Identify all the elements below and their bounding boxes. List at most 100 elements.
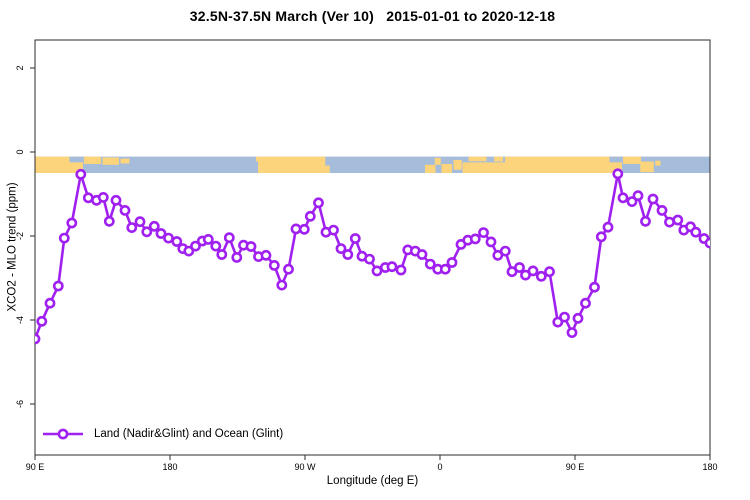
land-patch (120, 158, 130, 164)
data-point-marker (632, 190, 644, 202)
data-point-marker (446, 257, 458, 268)
data-point-marker (335, 243, 347, 254)
land-patch (255, 156, 258, 162)
y-tick-label: -6 (15, 400, 25, 408)
land-patch (258, 156, 326, 173)
ocean-notch (69, 156, 84, 163)
world-land-ocean-strip (35, 156, 710, 173)
data-point-marker (35, 333, 41, 345)
data-point-marker (520, 269, 531, 281)
data-point-marker (527, 265, 539, 277)
data-point-marker (268, 259, 280, 271)
data-point-marker (612, 168, 624, 180)
data-point-marker (328, 224, 339, 236)
data-point-marker (386, 261, 398, 273)
data-point-marker (44, 297, 56, 309)
land-patch (623, 156, 641, 164)
data-point-marker (36, 315, 48, 327)
data-point-marker (664, 216, 675, 228)
data-point-marker (202, 233, 214, 245)
axis-ticks (30, 67, 711, 460)
data-point-marker (216, 249, 228, 260)
land-patch (462, 162, 505, 173)
data-point-marker (469, 233, 481, 245)
data-point-marker (110, 194, 122, 206)
data-point-marker (617, 192, 629, 204)
data-point-marker (626, 196, 638, 207)
data-point-marker (260, 249, 272, 261)
data-point-marker (589, 281, 600, 293)
data-point-marker (245, 241, 257, 252)
plot-border (34, 39, 711, 456)
data-point-marker (535, 270, 547, 282)
data-point-marker (371, 265, 383, 277)
legend-line-marker-sample (43, 428, 83, 440)
land-patch (83, 156, 101, 164)
data-point-marker (75, 168, 87, 180)
data-point-marker (119, 204, 131, 216)
land-patch (425, 164, 436, 173)
x-tick-label: 180 (162, 462, 177, 472)
data-point-marker (52, 280, 64, 292)
data-point-marker (58, 232, 70, 244)
land-patch (434, 157, 441, 165)
data-point-marker (163, 232, 174, 244)
data-point-marker (210, 240, 222, 252)
data-point-marker (395, 264, 407, 276)
series-land-ocean (35, 168, 710, 345)
x-axis-title: Longitude (deg E) (326, 475, 419, 487)
data-point-marker (298, 223, 310, 235)
x-tick-label: 90 E (26, 462, 45, 472)
land-patch (640, 161, 654, 173)
data-point-marker (485, 236, 497, 248)
data-point-marker (134, 216, 146, 228)
data-point-marker (190, 240, 201, 252)
data-point-marker (342, 249, 354, 260)
data-point-marker (439, 263, 451, 275)
y-tick-label: 0 (15, 149, 25, 154)
data-point-marker (223, 232, 235, 244)
data-point-marker (478, 227, 489, 238)
data-point-marker (126, 222, 138, 233)
data-point-marker (499, 245, 511, 257)
legend-marker-icon (57, 428, 69, 440)
data-point-marker (595, 231, 607, 243)
land-patch (441, 163, 452, 173)
axis-tick-labels: 90 E 180 90 W 0 90 E 180 2 0 -2 -4 -6 (15, 65, 718, 472)
y-axis-title: XCO2 - MLO trend (ppm) (6, 182, 19, 312)
land-patch (468, 156, 487, 162)
data-point-marker (364, 253, 375, 265)
data-point-marker (566, 327, 578, 338)
data-point-marker (283, 263, 294, 275)
data-point-marker (572, 312, 584, 324)
x-tick-label: 90 W (294, 462, 316, 472)
land-patch (655, 160, 661, 166)
land-patch (325, 165, 330, 173)
data-point-marker (171, 236, 183, 247)
y-tick-label: -2 (15, 232, 25, 240)
data-point-marker (416, 249, 428, 260)
data-point-marker (672, 214, 684, 226)
data-point-marker (276, 279, 288, 291)
data-point-marker (602, 221, 614, 233)
land-patch (504, 156, 622, 173)
x-tick-label: 180 (702, 462, 717, 472)
data-point-marker (492, 249, 504, 261)
data-point-marker (66, 217, 78, 229)
data-point-marker (103, 215, 115, 227)
data-point-marker (183, 245, 195, 257)
land-patch (494, 156, 503, 162)
data-point-marker (290, 223, 302, 235)
data-point-marker (231, 251, 243, 263)
data-point-marker (506, 266, 518, 278)
data-point-marker (647, 193, 659, 205)
y-tick-label: 2 (15, 65, 25, 70)
data-point-marker (97, 191, 109, 203)
data-point-marker (640, 215, 651, 227)
data-point-marker (544, 266, 555, 278)
data-point-marker (148, 220, 160, 232)
legend-label: Land (Nadir&Glint) and Ocean (Glint) (94, 428, 284, 440)
data-point-marker (313, 197, 324, 209)
